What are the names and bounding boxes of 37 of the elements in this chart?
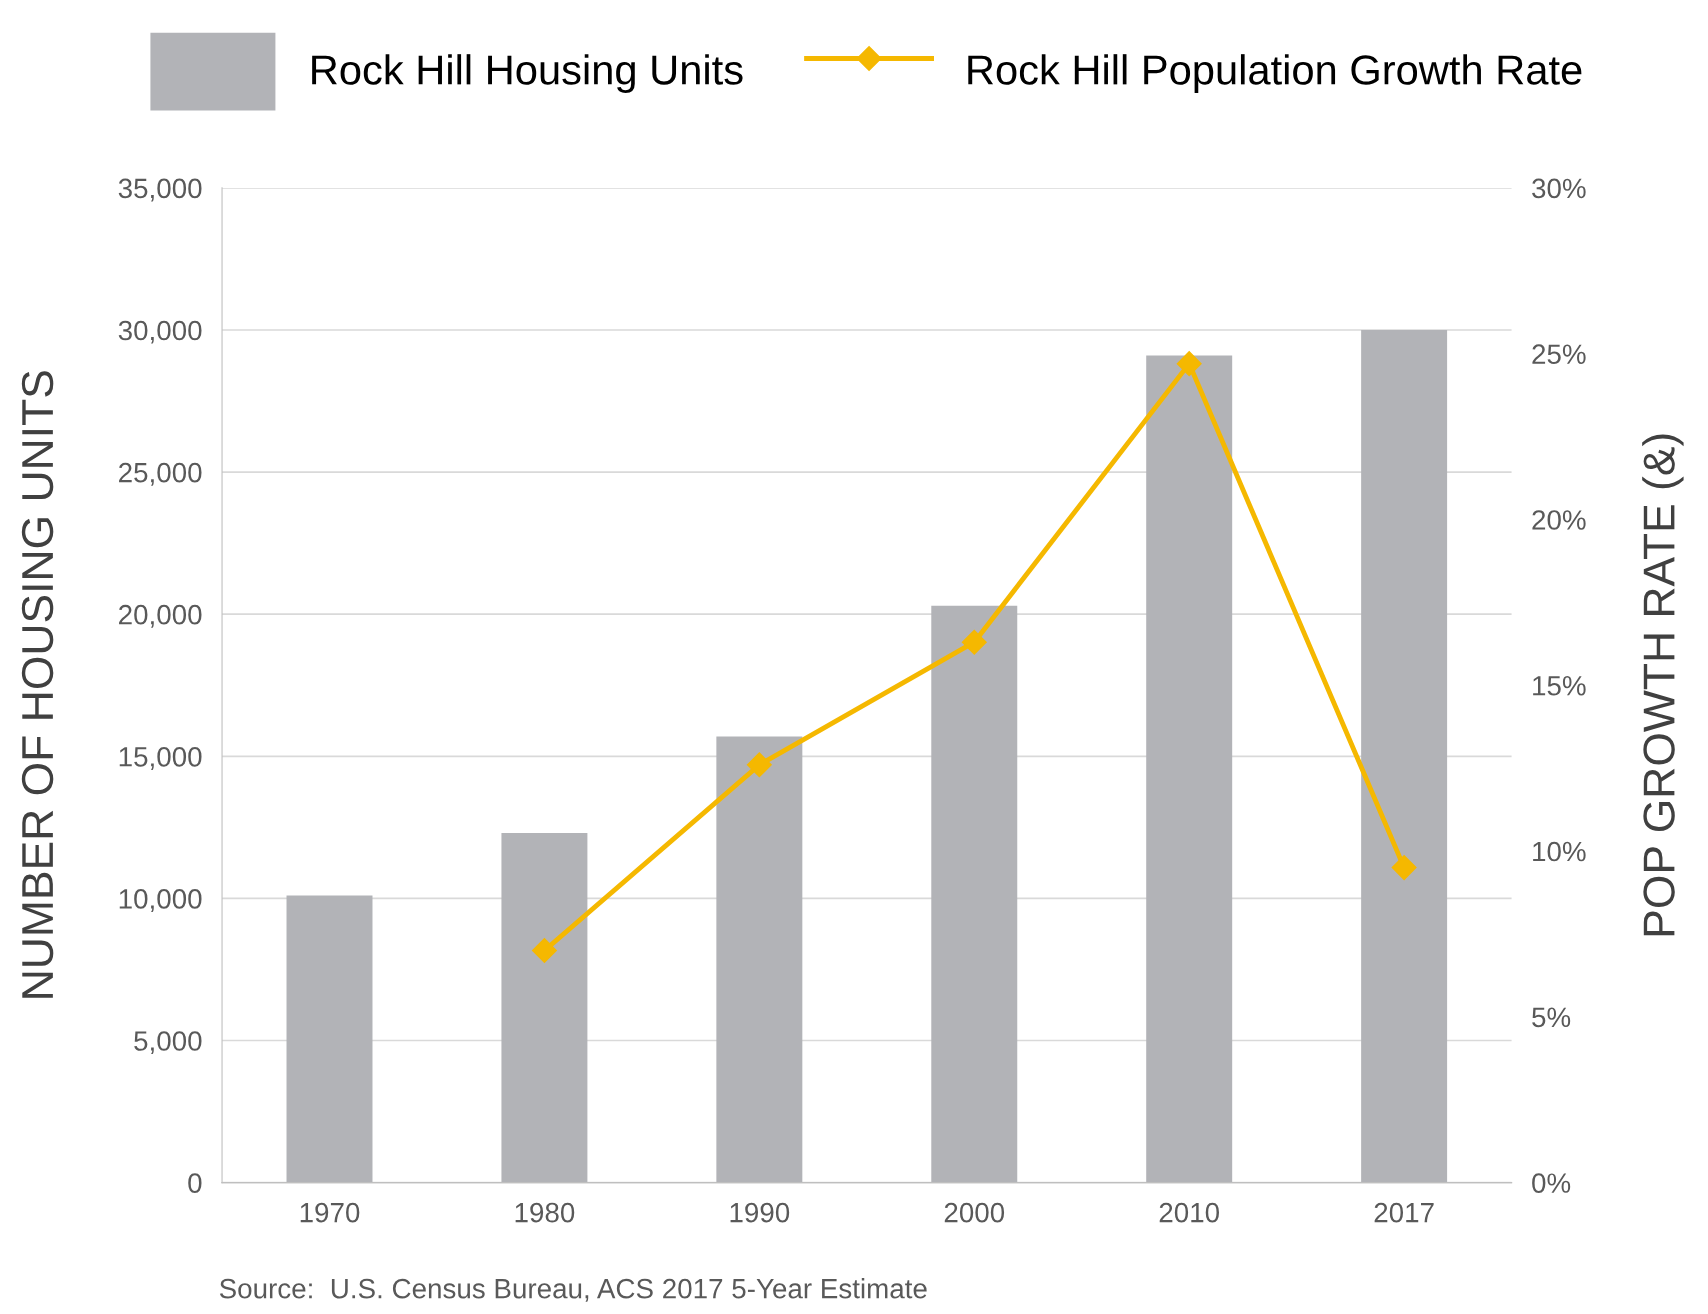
x-tick-label: 2017: [1374, 1202, 1434, 1223]
y2-tick-label: 15%: [1533, 676, 1586, 696]
point: [746, 752, 772, 778]
y2-tick-label: 20%: [1532, 510, 1586, 530]
y-tick-label: 0: [188, 1173, 202, 1193]
point: [961, 629, 987, 655]
y-tick-label: 10,000: [119, 889, 202, 913]
bar: [286, 895, 373, 1183]
y2-tick-label: 5%: [1532, 1007, 1571, 1028]
y-tick-label: 25,000: [119, 462, 202, 486]
bar: [931, 605, 1018, 1183]
x-tick-label: 2000: [944, 1202, 1005, 1223]
bar: [1146, 355, 1233, 1183]
bar: [501, 833, 588, 1183]
y-tick-label: 30,000: [118, 320, 202, 344]
legend-label: Rock Hill Population Growth Rate: [968, 54, 1582, 94]
y-axis-title: NUMBER OF HOUSING UNITS: [21, 371, 54, 998]
y-tick-label: 35,000: [118, 178, 202, 202]
y2-tick-label: 0%: [1532, 1173, 1571, 1193]
x-tick-label: 1980: [515, 1202, 575, 1223]
x-tick-label: 1970: [300, 1202, 360, 1223]
bar: [716, 736, 803, 1183]
y-tick-label: 15,000: [119, 746, 202, 770]
point: [1391, 855, 1417, 881]
x-tick-label: 2010: [1159, 1202, 1220, 1223]
y2-tick-label: 25%: [1532, 344, 1586, 365]
point: [1176, 351, 1202, 377]
legend-label: Rock Hill Housing Units: [312, 54, 743, 94]
source-note: Source: U.S. Census Bureau, ACS 2017 5-Year Estimate: [219, 1278, 927, 1302]
y2-tick-label: 30%: [1532, 178, 1586, 199]
y-tick-label: 5,000: [134, 1031, 202, 1055]
bar: [1361, 330, 1448, 1183]
y-tick-label: 20,000: [119, 604, 202, 628]
x-tick-label: 1990: [730, 1202, 790, 1223]
y2-axis-title: POP GROWTH RATE (&): [1642, 434, 1684, 936]
y2-tick-label: 10%: [1533, 841, 1586, 862]
point: [531, 938, 557, 963]
